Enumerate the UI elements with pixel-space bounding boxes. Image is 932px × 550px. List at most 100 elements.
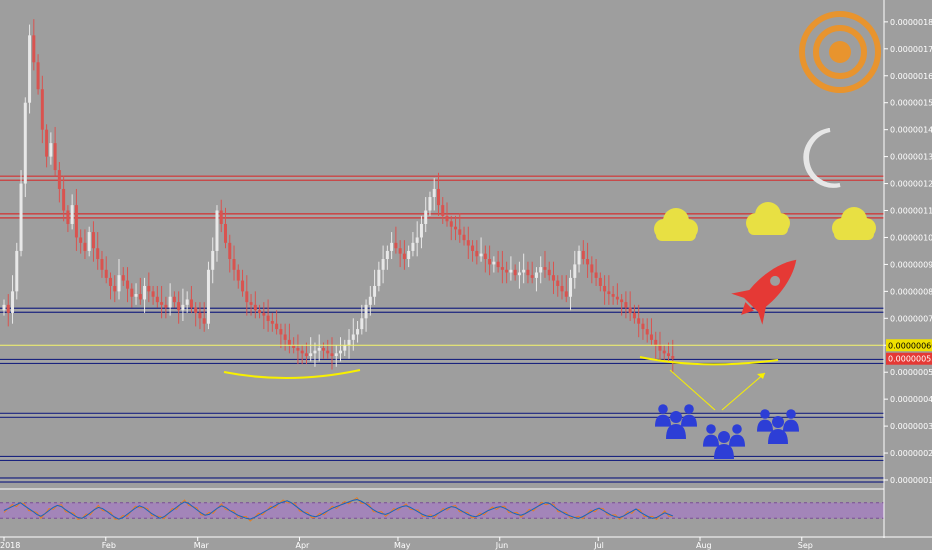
candle-body <box>245 291 249 303</box>
candle-body <box>488 259 492 265</box>
candle-body <box>607 291 611 295</box>
candle-body <box>505 269 509 273</box>
candle-body <box>283 334 287 340</box>
person-head <box>658 404 668 414</box>
candle-body <box>560 285 564 292</box>
candle-body <box>551 275 555 281</box>
rsi-line <box>3 499 674 520</box>
candle-body <box>194 307 198 313</box>
candle-body <box>232 259 236 270</box>
support-curve <box>223 369 361 379</box>
candle-body <box>569 277 573 297</box>
crowd-icon <box>757 409 799 444</box>
cloud-icon <box>832 207 876 240</box>
candle-body <box>126 280 130 289</box>
candle-body <box>198 312 202 319</box>
candle-body <box>590 264 594 273</box>
candle-body <box>15 250 19 292</box>
candle-body <box>53 143 57 171</box>
candle-body <box>91 232 95 249</box>
candle-body <box>177 302 181 311</box>
cloud-icon <box>746 202 790 235</box>
person-body <box>681 414 697 427</box>
candle-body <box>500 267 504 270</box>
rocket-window <box>770 275 781 286</box>
candle-body <box>385 250 389 260</box>
candle-body <box>270 321 274 324</box>
candle-body <box>620 299 624 303</box>
support-curve <box>639 356 779 366</box>
person-body <box>768 429 788 444</box>
level-band <box>0 456 884 460</box>
candle-body <box>57 170 61 189</box>
candle-body <box>534 272 538 278</box>
candle-body <box>309 353 313 357</box>
candle-body <box>671 356 675 359</box>
candle-body <box>304 353 308 357</box>
person-head <box>760 409 770 419</box>
candle-body <box>160 302 164 305</box>
person-head <box>684 404 694 414</box>
time-axis[interactable]: 2018 Feb Mar Apr May Jun Jul Aug Sep <box>0 536 932 550</box>
arrow-head <box>757 373 765 379</box>
candle-body <box>649 334 653 340</box>
candle-body <box>513 269 517 276</box>
candle-body <box>279 329 283 335</box>
candle-body <box>624 302 628 308</box>
candle-body <box>394 242 398 249</box>
candle-body <box>441 205 445 216</box>
candle-body <box>658 345 662 351</box>
candle-body <box>586 259 590 265</box>
candle-body <box>189 299 193 308</box>
person-head <box>732 424 742 434</box>
candle-body <box>390 242 394 251</box>
candle-body <box>151 291 155 297</box>
candle-body <box>317 347 321 351</box>
moon-icon <box>803 128 841 188</box>
candle-body <box>262 312 266 316</box>
candle-body <box>645 329 649 335</box>
time-tick-label: Jul <box>593 541 604 550</box>
level-band <box>0 176 884 180</box>
sun-icon-core <box>829 41 851 63</box>
candle-body <box>215 210 219 251</box>
person-body <box>666 424 686 439</box>
candle-body <box>292 345 296 348</box>
candle-body <box>104 269 108 278</box>
candle-body <box>479 253 483 257</box>
person-body <box>783 419 799 432</box>
rocket-fin <box>758 303 767 325</box>
last-close-label: 0.00000055 <box>888 355 932 364</box>
candle-body <box>581 250 585 260</box>
candle-body <box>236 269 240 281</box>
candle-body <box>287 339 291 346</box>
candle-body <box>96 248 100 260</box>
candle-body <box>641 323 645 330</box>
candle-body <box>32 35 36 63</box>
candle-body <box>654 339 658 346</box>
candle-body <box>206 269 210 324</box>
candle-body <box>147 285 151 292</box>
candle-body <box>398 248 402 254</box>
arrow-line <box>721 372 766 411</box>
candle-body <box>436 188 440 206</box>
candle-body <box>573 264 577 278</box>
candle-body <box>496 261 500 268</box>
candle-body <box>492 261 496 265</box>
candle-body <box>577 250 581 265</box>
candle-body <box>6 304 10 313</box>
candle-body <box>419 223 423 238</box>
candle-body <box>402 253 406 260</box>
